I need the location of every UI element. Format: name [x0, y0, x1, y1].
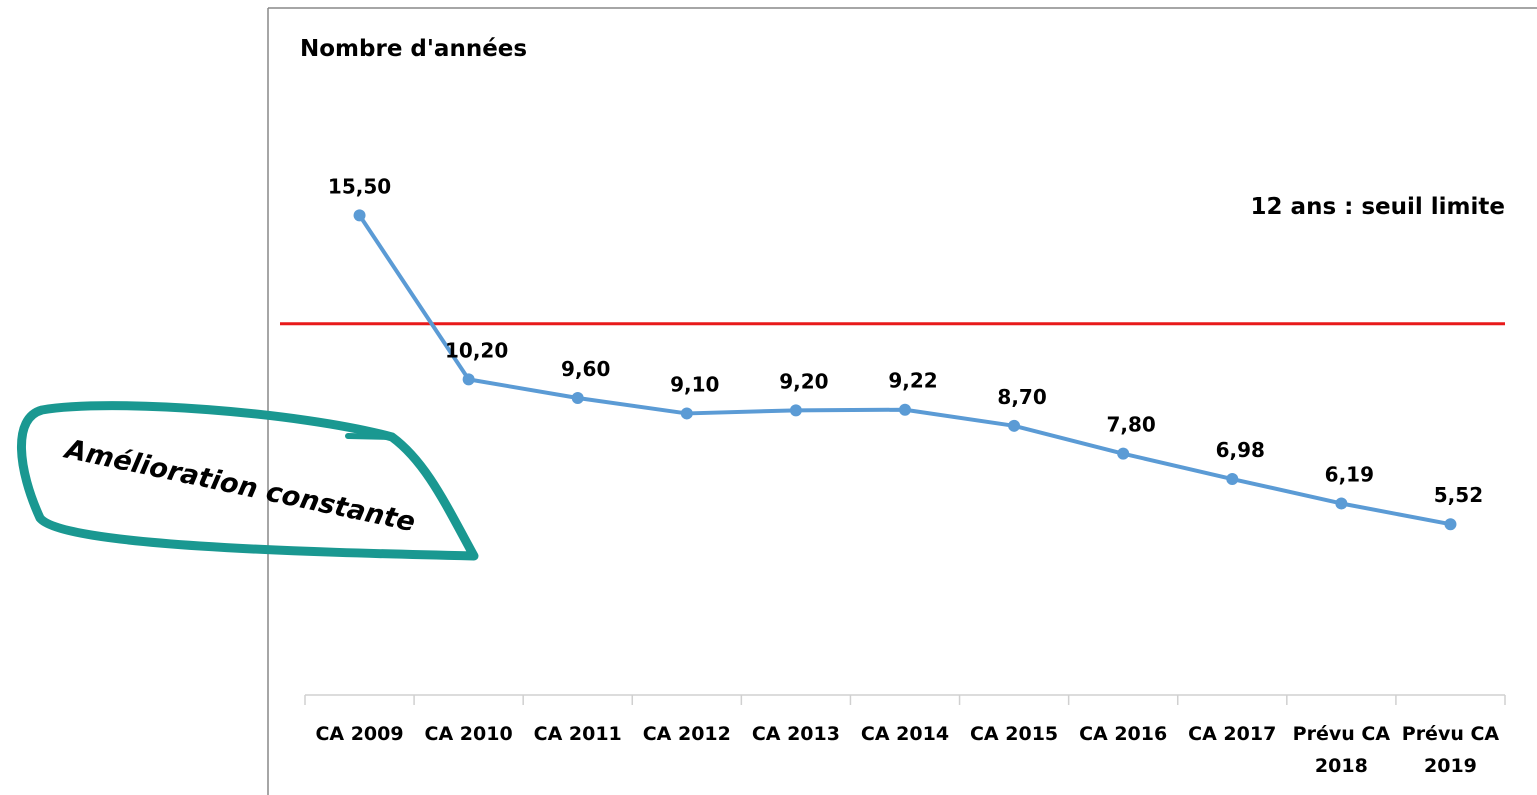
data-label: 9,60	[561, 357, 610, 381]
marker	[1008, 420, 1020, 432]
x-tick-label: CA 2015	[960, 718, 1069, 750]
x-tick-label: CA 2013	[741, 718, 850, 750]
x-tick-label: CA 2010	[414, 718, 523, 750]
data-label: 9,20	[779, 369, 828, 393]
x-tick-label: CA 2012	[632, 718, 741, 750]
threshold-label: 12 ans : seuil limite	[1251, 194, 1505, 220]
x-tick-label: CA 2017	[1178, 718, 1287, 750]
marker	[572, 392, 584, 404]
page: Nombre d'années Amélioration constante 1…	[0, 0, 1537, 795]
marker	[463, 373, 475, 385]
callout-tail	[348, 436, 392, 437]
marker	[681, 407, 693, 419]
marker	[899, 404, 911, 416]
marker	[1335, 497, 1347, 509]
x-tick-label: CA 2011	[523, 718, 632, 750]
marker	[790, 404, 802, 416]
callout: Amélioration constante	[21, 406, 474, 556]
x-tick-label: CA 2009	[305, 718, 414, 750]
chart: Nombre d'années Amélioration constante 1…	[0, 0, 1537, 795]
x-tick-label: CA 2016	[1069, 718, 1178, 750]
marker	[1444, 518, 1456, 530]
data-label: 15,50	[328, 174, 391, 198]
marker	[354, 209, 366, 221]
callout-text: Amélioration constante	[61, 433, 418, 538]
data-label: 10,20	[445, 338, 508, 362]
marker	[1226, 473, 1238, 485]
data-label: 6,19	[1325, 462, 1374, 486]
marker	[1117, 448, 1129, 460]
data-label: 9,10	[670, 372, 719, 396]
x-tick-label: Prévu CA 2019	[1396, 718, 1505, 782]
data-label: 9,22	[888, 369, 937, 393]
data-label: 7,80	[1107, 413, 1156, 437]
data-label: 5,52	[1434, 483, 1483, 507]
x-tick-label: Prévu CA 2018	[1287, 718, 1396, 782]
data-label: 8,70	[997, 385, 1046, 409]
x-tick-label: CA 2014	[850, 718, 959, 750]
chart-title: Nombre d'années	[300, 36, 527, 62]
data-label: 6,98	[1216, 438, 1265, 462]
